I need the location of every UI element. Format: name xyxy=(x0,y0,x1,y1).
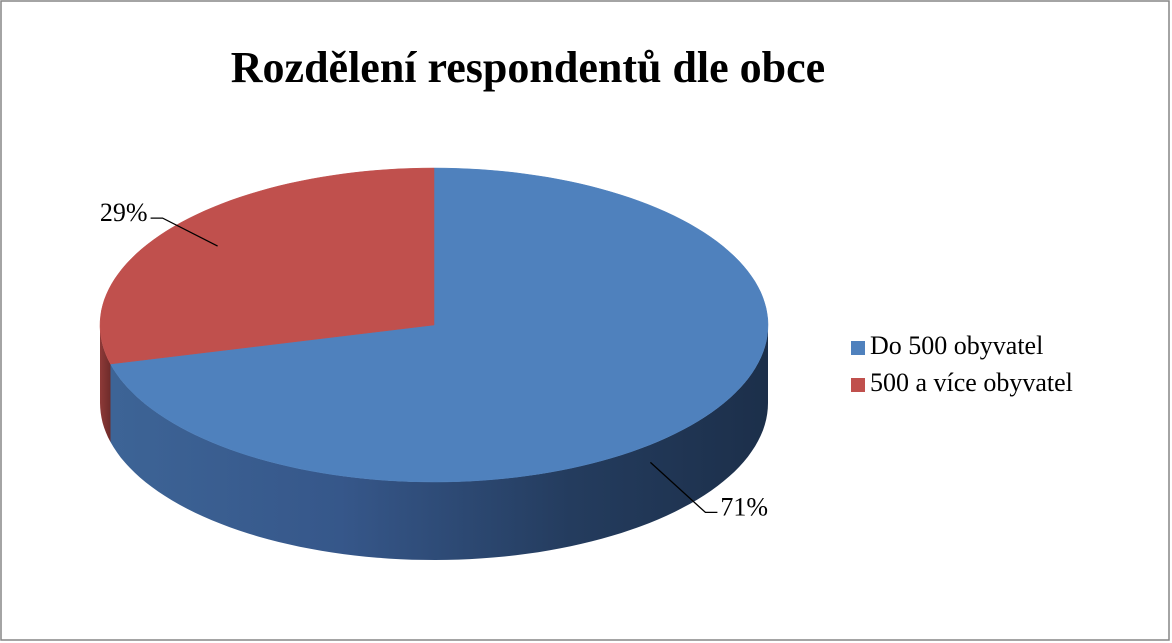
data-label: 29% xyxy=(100,198,148,227)
legend-label: 500 a více obyvatel xyxy=(870,368,1073,397)
legend-label: Do 500 obyvatel xyxy=(870,331,1043,360)
leader-line xyxy=(649,461,718,514)
legend-swatch xyxy=(851,378,865,392)
slice xyxy=(110,167,769,483)
slice-side xyxy=(110,325,768,560)
leader-line xyxy=(150,217,218,247)
data-label: 71% xyxy=(720,492,768,521)
slice-side xyxy=(100,325,111,442)
legend-swatch xyxy=(851,341,865,355)
chart-title: Rozdělení respondentů dle obce xyxy=(231,43,825,92)
slice xyxy=(99,167,435,365)
